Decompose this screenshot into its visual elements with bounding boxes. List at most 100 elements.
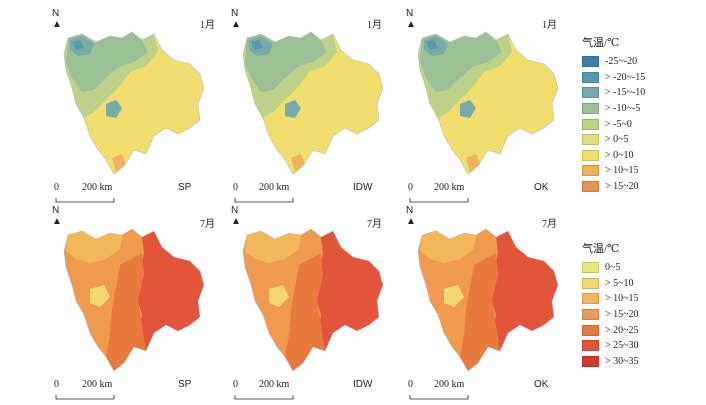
temperature-zone [466,154,480,172]
legend-swatch [582,324,599,336]
legend-label: > 15~20 [605,181,639,193]
legend-item: > -15~-10 [582,85,645,101]
map-jan-ok [409,31,559,203]
month-label: 1月 [200,20,215,31]
legend-label: > -15~-10 [605,87,646,99]
map-jul-sp [55,228,205,400]
method-label: IDW [353,182,373,193]
legend-swatch [582,134,599,146]
map-panel-jan-sp: N ▲ 1月 SP 0 200 km [50,8,225,208]
legend-item: > 30~35 [582,354,639,370]
month-label: 1月 [367,20,382,31]
temperature-zone [112,154,126,172]
legend-item: > 20~25 [582,322,639,338]
map-jul-ok [409,228,559,400]
scale-bar [55,198,115,203]
map-jan-sp [55,31,205,203]
legend-label: > 10~15 [605,293,639,305]
temperature-zone [66,231,122,263]
legend-swatch [582,293,599,305]
legend-swatch [582,181,599,193]
temperature-zone [460,253,500,371]
method-label: OK [534,182,549,193]
map-panel-jul-sp: N ▲ 7月 SP 0 200 km [50,205,225,405]
temperature-zone [490,231,558,351]
legend-swatch [582,355,599,367]
scale-distance-label: 200 km [259,182,290,193]
temperature-zone [72,40,84,50]
legend-label: > 0~5 [605,134,629,146]
temperature-zone [315,231,383,351]
legend-label: > 5~10 [605,277,634,289]
scale-zero-label: 0 [54,379,59,390]
legend-label: > -10~-5 [605,103,641,115]
map-panel-jul-ok: N ▲ 7月 OK 0 200 km [404,205,579,405]
legend-swatch [582,277,599,289]
scale-zero-label: 0 [54,182,59,193]
legend-item: > 0~5 [582,132,645,148]
temperature-zone [136,231,204,351]
legend-item: > 10~15 [582,163,645,179]
legend-title: 气温/℃ [582,37,620,49]
legend-item: > -10~-5 [582,101,645,117]
legend-swatch [582,103,599,115]
legend-item: > 5~10 [582,276,639,292]
month-label: 1月 [542,20,557,31]
scale-bar [234,198,294,203]
legend-january: 气温/℃ -25~-20 > -20~-15 > -15~-10 > -10~-5 > … [582,34,645,194]
temperature-zone [426,40,438,50]
legend-item: > 10~15 [582,291,639,307]
legend-item: > 15~20 [582,179,645,195]
legend-swatch [582,87,599,99]
legend-july: 气温/℃ 0~5 > 5~10 > 10~15 > 15~20 > 20~25 > 25~… [582,240,639,369]
north-arrow-icon: N ▲ [52,8,62,30]
legend-label: > 15~20 [605,309,639,321]
temperature-zone [245,231,301,263]
region-outline [242,31,384,175]
north-arrow-icon: N ▲ [231,8,241,30]
temperature-zone [90,285,110,307]
legend-swatch [582,262,599,274]
temperature-zone [285,100,301,118]
map-jul-idw [234,228,384,400]
method-label: SP [178,379,192,390]
region-outline [417,31,559,175]
temperature-zone [251,40,263,50]
north-arrow-icon: N ▲ [406,205,416,227]
legend-label: > -5~0 [605,118,632,130]
temperature-zone [106,100,122,118]
legend-label: 0~5 [605,262,621,274]
scale-bar [409,395,469,400]
scale-distance-label: 200 km [82,182,113,193]
legend-swatch [582,165,599,177]
legend-swatch [582,71,599,83]
method-label: IDW [353,379,373,390]
scale-distance-label: 200 km [259,379,290,390]
scale-distance-label: 200 km [82,379,113,390]
legend-label: > 10~15 [605,165,639,177]
legend-swatch [582,56,599,68]
legend-swatch [582,340,599,352]
scale-distance-label: 200 km [434,182,465,193]
north-arrow-icon: N ▲ [231,205,241,227]
legend-label: -25~-20 [605,56,638,68]
temperature-zone [291,154,305,172]
legend-title: 气温/℃ [582,243,620,255]
temperature-zone [420,231,476,263]
month-label: 7月 [542,219,557,230]
legend-swatch [582,118,599,130]
region-outline [63,31,205,175]
legend-swatch [582,309,599,321]
north-arrow-icon: N ▲ [52,205,62,227]
region-outline [63,228,205,372]
legend-item: > 25~30 [582,338,639,354]
scale-bar [55,395,115,400]
temperature-zone [460,100,476,118]
legend-swatch [582,149,599,161]
region-outline [242,228,384,372]
temperature-zone [269,285,289,307]
scale-zero-label: 0 [233,182,238,193]
scale-zero-label: 0 [408,379,413,390]
legend-item: -25~-20 [582,54,645,70]
month-label: 7月 [200,219,215,230]
